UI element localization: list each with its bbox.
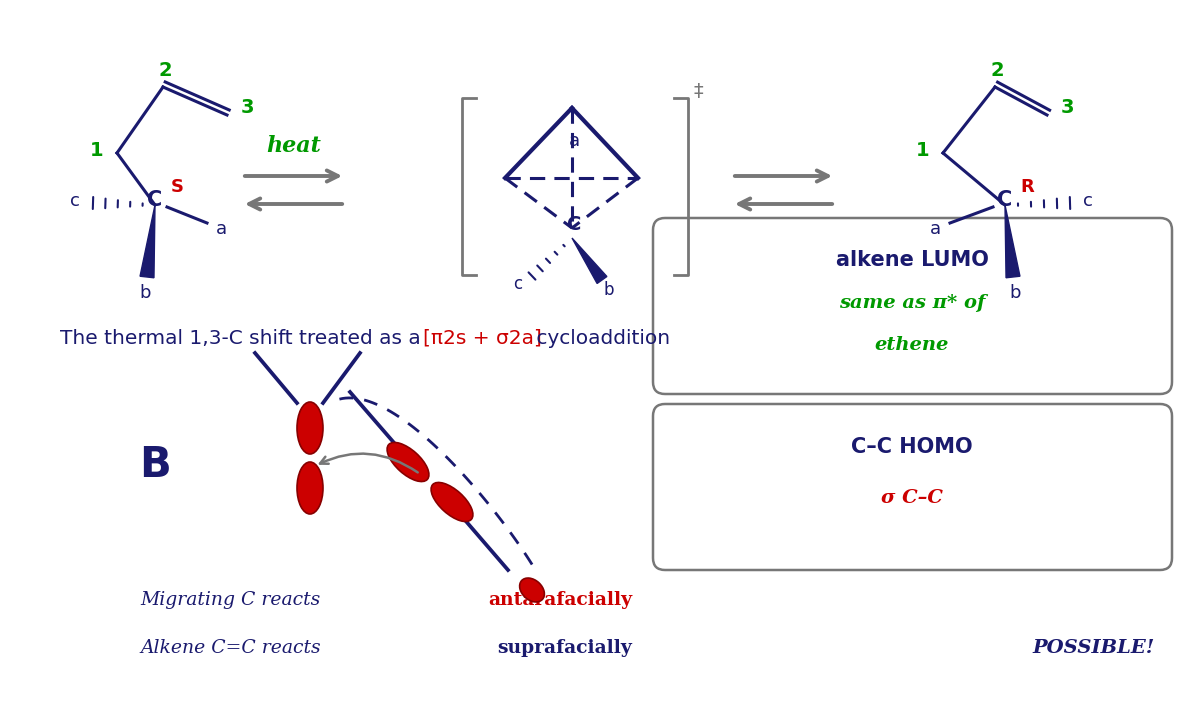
Text: [π2s + σ2a]: [π2s + σ2a] [422, 328, 541, 348]
Text: 1: 1 [90, 140, 104, 160]
Text: 1: 1 [916, 140, 930, 160]
Text: C: C [997, 190, 1013, 210]
Text: C–C HOMO: C–C HOMO [851, 437, 973, 457]
Text: Migrating C reacts: Migrating C reacts [140, 591, 326, 609]
Text: R: R [1020, 178, 1034, 196]
Text: B: B [139, 444, 170, 486]
FancyBboxPatch shape [653, 218, 1172, 394]
Text: b: b [604, 281, 614, 299]
Text: σ C–C: σ C–C [881, 489, 943, 507]
Text: cycloaddition: cycloaddition [530, 328, 671, 348]
Text: 3: 3 [1061, 99, 1074, 117]
Polygon shape [1006, 205, 1020, 278]
Text: a: a [569, 132, 580, 150]
Text: POSSIBLE!: POSSIBLE! [1033, 639, 1154, 657]
Text: alkene LUMO: alkene LUMO [835, 250, 989, 270]
Text: b: b [139, 284, 151, 302]
FancyArrowPatch shape [320, 454, 418, 472]
Ellipse shape [431, 482, 473, 521]
Text: c: c [1084, 192, 1093, 210]
Ellipse shape [520, 578, 545, 602]
Text: 2: 2 [158, 60, 172, 79]
Text: c: c [70, 192, 80, 210]
Text: 2: 2 [990, 60, 1004, 79]
Text: 3: 3 [240, 99, 253, 117]
Text: C: C [148, 190, 163, 210]
FancyBboxPatch shape [653, 404, 1172, 570]
Text: C: C [566, 215, 581, 233]
Text: same as π* of: same as π* of [839, 294, 985, 312]
Text: heat: heat [266, 135, 320, 157]
Text: ethene: ethene [875, 336, 949, 354]
Text: The thermal 1,3-C shift treated as a: The thermal 1,3-C shift treated as a [60, 328, 427, 348]
Text: a: a [216, 220, 227, 238]
Text: Alkene C=C reacts: Alkene C=C reacts [140, 639, 326, 657]
Text: S: S [170, 178, 184, 196]
Text: suprafacially: suprafacially [497, 639, 632, 657]
Polygon shape [140, 205, 155, 278]
Text: ‡: ‡ [694, 83, 703, 102]
Text: a: a [930, 220, 941, 238]
Ellipse shape [388, 443, 428, 482]
Text: c: c [514, 275, 522, 293]
Ellipse shape [298, 402, 323, 454]
Text: antarafacially: antarafacially [488, 591, 632, 609]
Text: b: b [1009, 284, 1021, 302]
Polygon shape [572, 238, 607, 284]
Ellipse shape [298, 462, 323, 514]
